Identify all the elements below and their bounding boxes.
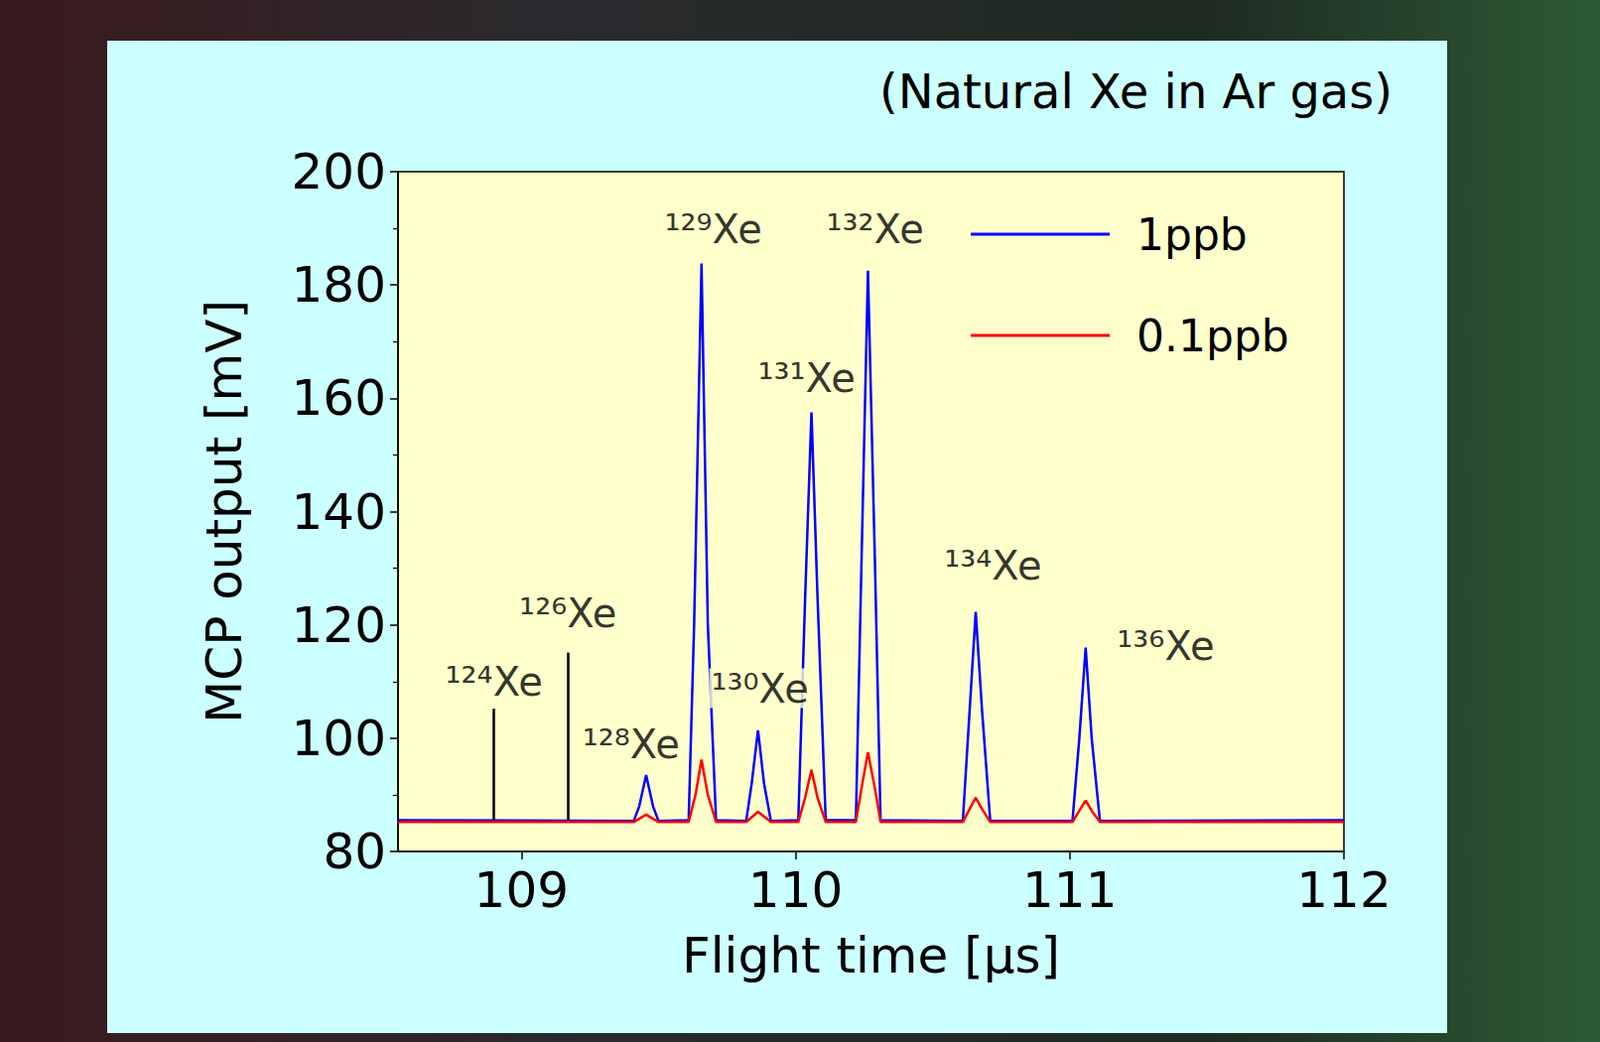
svg-text:¹³²Xe: ¹³²Xe xyxy=(825,206,924,253)
svg-text:¹²⁶Xe: ¹²⁶Xe xyxy=(519,590,617,637)
svg-text:160: 160 xyxy=(291,369,387,427)
svg-text:120: 120 xyxy=(291,596,387,655)
svg-text:¹³⁴Xe: ¹³⁴Xe xyxy=(943,542,1042,589)
svg-text:100: 100 xyxy=(291,709,387,768)
svg-text:¹³⁰Xe: ¹³⁰Xe xyxy=(710,666,808,712)
svg-text:(Natural Xe in Ar gas): (Natural Xe in Ar gas) xyxy=(879,63,1393,120)
svg-text:0.1ppb: 0.1ppb xyxy=(1136,310,1290,362)
svg-text:111: 111 xyxy=(1022,861,1117,920)
svg-text:200: 200 xyxy=(291,142,387,201)
svg-text:¹³¹Xe: ¹³¹Xe xyxy=(757,355,855,401)
svg-text:80: 80 xyxy=(322,822,387,881)
svg-text:110: 110 xyxy=(748,861,843,920)
svg-text:¹³⁶Xe: ¹³⁶Xe xyxy=(1116,623,1214,669)
svg-text:¹²⁸Xe: ¹²⁸Xe xyxy=(582,721,680,768)
svg-text:109: 109 xyxy=(474,861,569,920)
svg-text:Flight time [μs]: Flight time [μs] xyxy=(681,927,1061,985)
svg-text:112: 112 xyxy=(1296,861,1391,920)
svg-text:180: 180 xyxy=(291,256,387,314)
svg-text:¹²⁹Xe: ¹²⁹Xe xyxy=(665,206,763,253)
svg-text:140: 140 xyxy=(291,483,387,541)
svg-text:¹²⁴Xe: ¹²⁴Xe xyxy=(445,659,543,705)
svg-text:MCP output [mV]: MCP output [mV] xyxy=(195,299,254,724)
svg-text:1ppb: 1ppb xyxy=(1136,209,1248,261)
